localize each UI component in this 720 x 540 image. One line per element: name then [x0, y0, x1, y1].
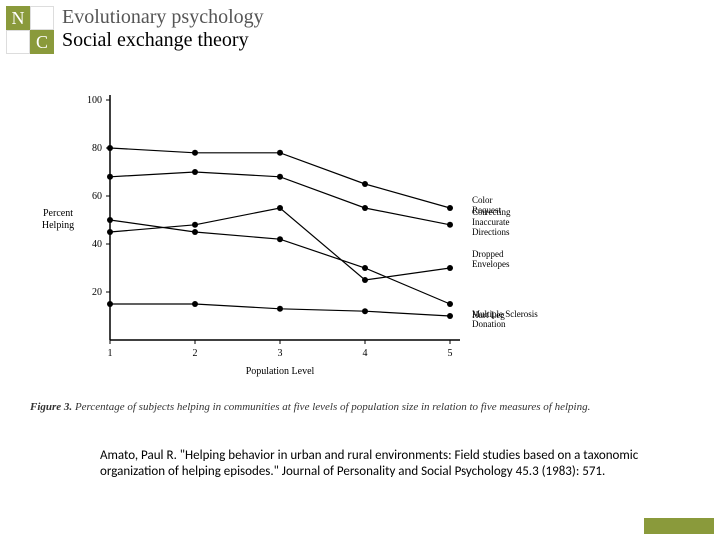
- title-line-1: Evolutionary psychology: [62, 6, 264, 29]
- logo-blank: [30, 6, 54, 30]
- svg-text:100: 100: [87, 95, 102, 106]
- svg-text:Envelopes: Envelopes: [472, 259, 510, 269]
- figure-caption-text: Percentage of subjects helping in commun…: [75, 401, 590, 413]
- svg-text:Helping: Helping: [42, 220, 74, 231]
- svg-text:40: 40: [92, 239, 102, 250]
- figure-caption: Figure 3. Percentage of subjects helping…: [30, 400, 590, 414]
- logo-blank: [6, 30, 30, 54]
- logo-letter-c: C: [30, 30, 54, 54]
- svg-text:80: 80: [92, 143, 102, 154]
- svg-text:Correcting: Correcting: [472, 207, 511, 217]
- svg-text:Multiple Sclerosis: Multiple Sclerosis: [472, 309, 538, 319]
- svg-text:3: 3: [278, 348, 283, 359]
- slide-header: Evolutionary psychology Social exchange …: [62, 6, 264, 52]
- svg-text:60: 60: [92, 191, 102, 202]
- figure-label: Figure 3.: [30, 401, 72, 413]
- svg-text:Percent: Percent: [43, 208, 73, 219]
- svg-text:Color: Color: [472, 195, 493, 205]
- svg-text:2: 2: [193, 348, 198, 359]
- footer-accent-bar: [644, 518, 714, 534]
- logo-letter-n: N: [6, 6, 30, 30]
- title-line-2: Social exchange theory: [62, 29, 264, 52]
- line-chart: 20 40 60 80 100 1 2 3 4 5 PercentHelping Population…: [40, 80, 600, 400]
- logo: N C: [6, 6, 54, 54]
- svg-text:Directions: Directions: [472, 227, 510, 237]
- svg-text:4: 4: [363, 348, 368, 359]
- svg-text:Population Level: Population Level: [246, 366, 315, 377]
- svg-text:Dropped: Dropped: [472, 249, 504, 259]
- svg-text:20: 20: [92, 287, 102, 298]
- svg-text:Inaccurate: Inaccurate: [472, 217, 509, 227]
- citation: Amato, Paul R. "Helping behavior in urba…: [100, 448, 660, 481]
- svg-text:Donation: Donation: [472, 319, 506, 329]
- svg-text:5: 5: [448, 348, 453, 359]
- svg-text:1: 1: [108, 348, 113, 359]
